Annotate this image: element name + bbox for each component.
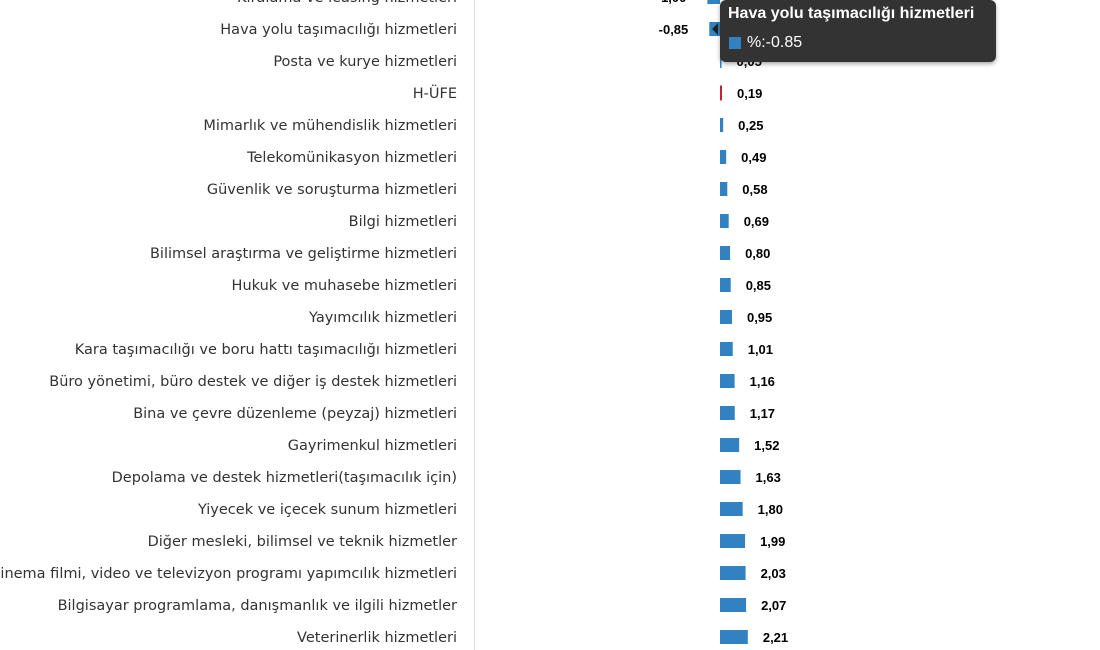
bar[interactable] [720, 85, 722, 101]
bar[interactable] [707, 0, 720, 4]
category-label: Bilgi hizmetleri [349, 214, 457, 230]
tooltip-series-prefix: %: [747, 34, 766, 51]
category-label: Diğer mesleki, bilimsel ve teknik hizmet… [148, 534, 457, 550]
tooltip-series-swatch [729, 37, 741, 49]
category-label: Hava yolu taşımacılığı hizmetleri [220, 22, 457, 38]
bar[interactable] [720, 182, 728, 196]
bar[interactable] [720, 342, 733, 356]
bar[interactable] [720, 566, 746, 580]
category-label: Kiralama ve leasing hizmetleri [237, 0, 457, 6]
category-label: Güvenlik ve soruşturma hizmetleri [207, 182, 457, 198]
category-label: Sinema filmi, video ve televizyon progra… [0, 566, 457, 582]
category-label: Bilgisayar programlama, danışmanlık ve i… [58, 598, 457, 614]
category-label: Posta ve kurye hizmetleri [273, 54, 457, 70]
bar[interactable] [720, 310, 732, 324]
category-label: Veterinerlik hizmetleri [297, 630, 457, 646]
tooltip-value: -0.85 [765, 34, 803, 51]
bar[interactable] [720, 118, 724, 132]
value-label: 0,19 [737, 86, 762, 101]
tooltip-row: %: -0.85 [729, 34, 802, 52]
value-label: 0,58 [742, 182, 767, 197]
category-label: Bina ve çevre düzenleme (peyzaj) hizmetl… [133, 406, 457, 422]
value-label: 2,07 [761, 598, 786, 613]
value-label: -1,00 [657, 0, 687, 5]
category-label: Mimarlık ve mühendislik hizmetleri [203, 118, 457, 134]
value-label: 1,52 [754, 438, 779, 453]
value-label: 1,16 [750, 374, 775, 389]
value-label: 0,95 [747, 310, 772, 325]
value-label: 0,25 [738, 118, 763, 133]
value-label: 0,69 [744, 214, 769, 229]
category-label: Kara taşımacılığı ve boru hattı taşımacı… [75, 342, 457, 358]
bar[interactable] [720, 598, 747, 612]
bar[interactable] [720, 54, 722, 68]
category-label: Bilimsel araştırma ve geliştirme hizmetl… [150, 246, 457, 262]
value-label: 1,63 [756, 470, 781, 485]
bar[interactable] [720, 246, 731, 260]
value-label: 1,80 [758, 502, 783, 517]
category-label: Yayımcılık hizmetleri [308, 310, 457, 326]
tooltip-title: Hava yolu taşımacılığı hizmetleri [728, 5, 975, 22]
bar[interactable] [720, 438, 740, 452]
bar[interactable] [720, 214, 729, 228]
category-labels: Kiralama ve leasing hizmetleri Hava yolu … [0, 0, 457, 646]
bar[interactable] [720, 630, 748, 644]
value-label: 0,85 [746, 278, 771, 293]
category-label: Gayrimenkul hizmetleri [288, 438, 457, 454]
bar[interactable] [720, 374, 735, 388]
bar[interactable] [720, 534, 746, 548]
value-label: 2,21 [763, 630, 788, 645]
value-label: -0,85 [659, 22, 689, 37]
category-label: Telekomünikasyon hizmetleri [246, 150, 457, 166]
category-label: Büro yönetimi, büro destek ve diğer iş d… [49, 374, 457, 390]
bar[interactable] [720, 502, 743, 516]
bars [707, 0, 748, 644]
value-label: 1,99 [760, 534, 785, 549]
category-label: H-ÜFE [413, 84, 457, 102]
bar[interactable] [720, 470, 741, 484]
value-label: 2,03 [761, 566, 786, 581]
value-label: 0,80 [745, 246, 770, 261]
value-label: 1,17 [750, 406, 775, 421]
bar[interactable] [720, 406, 735, 420]
category-label: Hukuk ve muhasebe hizmetleri [232, 278, 457, 294]
value-label: 0,49 [741, 150, 766, 165]
bar[interactable] [720, 278, 731, 292]
category-label: Yiyecek ve içecek sunum hizmetleri [197, 502, 457, 518]
value-label: 1,01 [748, 342, 773, 357]
tooltip: Hava yolu taşımacılığı hizmetleri %: -0.… [720, 0, 996, 62]
category-label: Depolama ve destek hizmetleri(taşımacılı… [112, 470, 457, 486]
hover-marker [712, 23, 718, 35]
bar[interactable] [720, 150, 727, 164]
